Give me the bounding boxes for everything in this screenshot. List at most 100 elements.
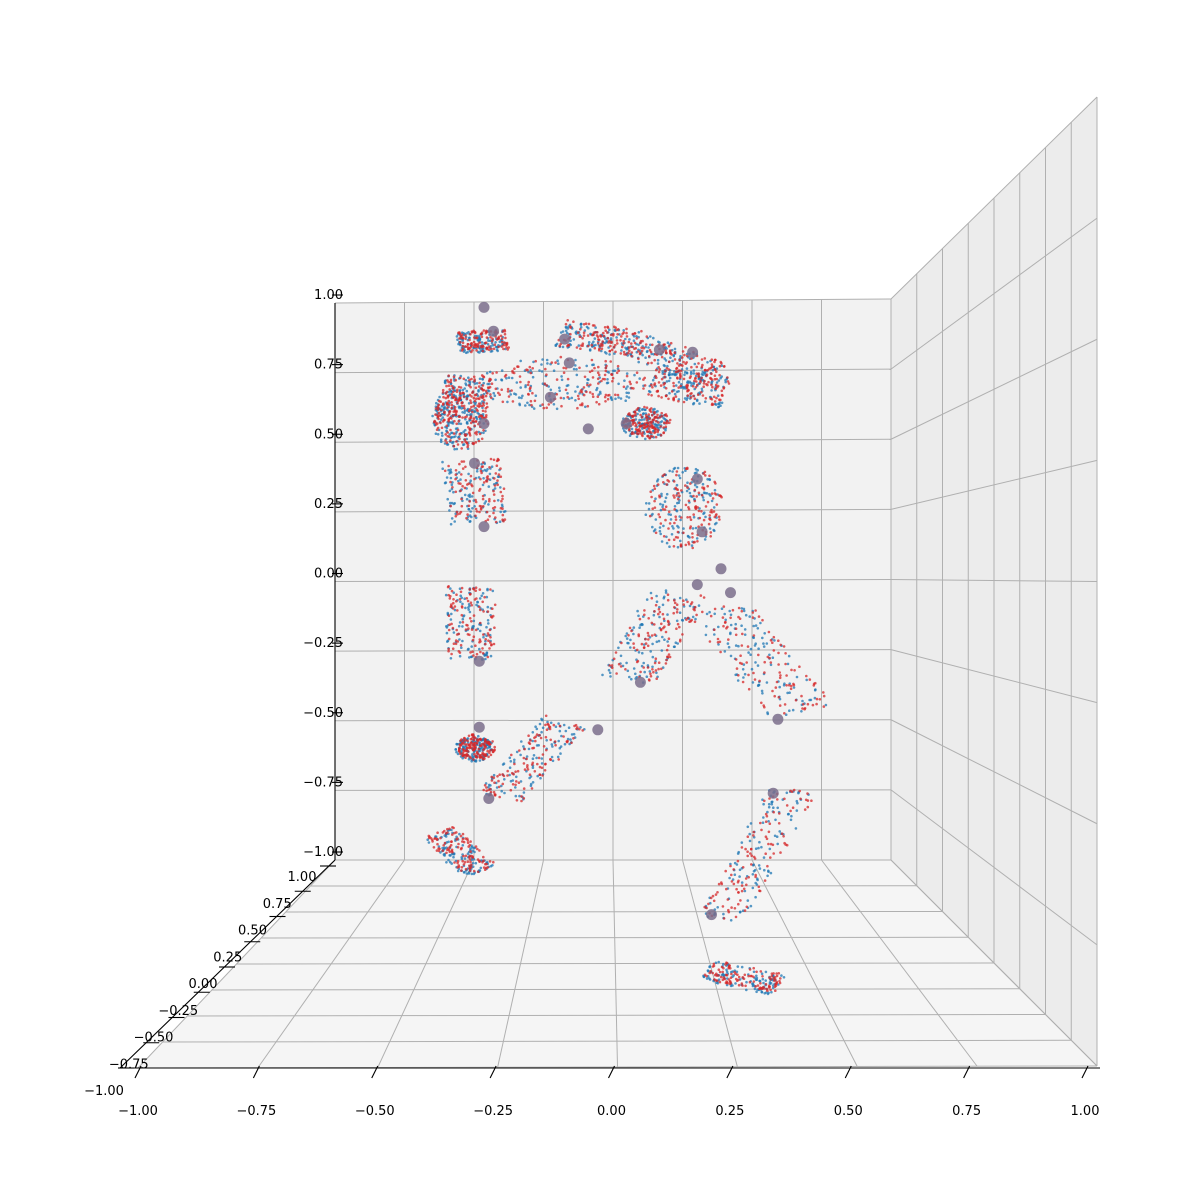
data-point: [604, 329, 607, 333]
back-grid-horizontal: [334, 579, 892, 582]
data-point: [483, 784, 487, 787]
data-point: [706, 361, 709, 364]
data-point: [725, 981, 729, 985]
data-point: [627, 346, 631, 349]
data-point: [643, 384, 647, 387]
data-point: [561, 345, 565, 349]
data-point: [472, 396, 476, 400]
data-point: [546, 720, 549, 724]
data-point: [792, 686, 796, 689]
data-point: [709, 896, 713, 900]
data-point: [677, 386, 680, 389]
data-point: [476, 858, 480, 861]
data-point: [437, 845, 441, 848]
data-point: [650, 394, 653, 397]
data-point: [471, 650, 474, 653]
data-point: [511, 783, 515, 786]
data-point: [490, 775, 494, 779]
data-point: [663, 357, 666, 360]
data-point: [475, 349, 478, 352]
data-point: [651, 488, 654, 492]
data-point: [635, 648, 639, 652]
data-point: [468, 347, 471, 350]
data-point: [547, 723, 550, 727]
data-point: [567, 726, 571, 729]
data-point: [443, 841, 447, 845]
data-point: [494, 472, 498, 475]
data-point: [741, 632, 744, 636]
right-grid-horizontal: [890, 459, 1098, 510]
data-point: [693, 605, 697, 609]
data-point: [505, 346, 508, 349]
data-point: [675, 627, 678, 630]
data-point: [695, 380, 698, 383]
data-point: [447, 614, 451, 617]
data-point: [647, 502, 651, 505]
data-point: [654, 669, 658, 672]
data-point: [757, 864, 761, 867]
data-point: [822, 694, 826, 698]
data-point: [736, 852, 740, 855]
axis-lines: [118, 294, 1100, 1079]
data-point: [581, 344, 584, 348]
data-point: [786, 662, 790, 666]
data-point: [733, 861, 737, 865]
data-point: [482, 404, 486, 407]
data-point: [613, 343, 617, 347]
data-point: [466, 345, 469, 349]
data-point: [648, 670, 652, 673]
data-point: [443, 411, 446, 415]
data-point: [694, 526, 698, 530]
data-point: [719, 398, 722, 402]
data-point: [673, 508, 676, 511]
data-point: [478, 510, 481, 514]
data-point: [677, 474, 681, 477]
data-point: [540, 757, 544, 760]
data-point: [515, 381, 519, 384]
data-point: [630, 345, 634, 349]
data-point: [475, 750, 479, 754]
data-point: [454, 473, 458, 477]
data-point: [603, 351, 607, 354]
data-point: [467, 627, 470, 630]
data-point: [624, 346, 627, 350]
data-point: [488, 466, 491, 469]
data-point: [452, 432, 456, 435]
data-point: [488, 515, 491, 518]
data-point: [475, 652, 479, 656]
data-point: [661, 603, 665, 607]
data-point: [656, 433, 660, 437]
data-point: [737, 606, 741, 610]
data-point: [459, 594, 463, 598]
data-point: [642, 666, 645, 669]
data-point: [730, 873, 733, 877]
data-point: [727, 645, 731, 649]
data-point: [490, 347, 493, 351]
data-point: [514, 783, 517, 787]
data-point: [748, 615, 751, 618]
data-point: [475, 336, 479, 340]
data-point: [744, 613, 748, 617]
data-point: [623, 379, 626, 383]
data-point: [470, 628, 474, 631]
x-tick-mark: [371, 1065, 379, 1079]
data-point: [758, 840, 761, 844]
data-point: [771, 689, 774, 693]
data-point: [726, 625, 729, 629]
data-point: [813, 696, 817, 700]
data-point: [560, 375, 563, 378]
data-point: [647, 346, 650, 349]
data-point: [450, 384, 454, 388]
data-point: [502, 487, 506, 491]
data-point: [468, 378, 471, 382]
data-point: [590, 343, 593, 347]
data-point: [518, 375, 522, 378]
data-point: [466, 750, 470, 753]
data-point: [491, 344, 495, 347]
data-point: [602, 334, 606, 338]
data-point: [703, 357, 707, 360]
data-point: [767, 870, 770, 873]
data-point: [628, 413, 632, 417]
y-tick-label: −1.00: [84, 1084, 124, 1099]
data-point: [684, 345, 687, 349]
